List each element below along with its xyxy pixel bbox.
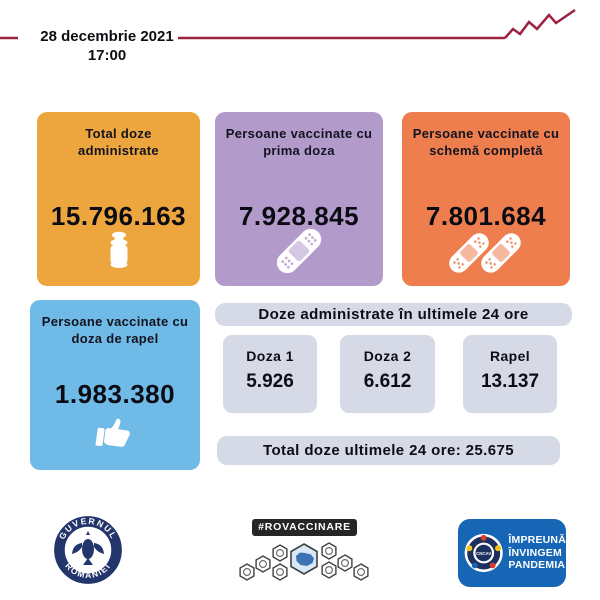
last24-total-value: 25.675 xyxy=(465,442,514,459)
card-value: 7.928.845 xyxy=(238,201,360,231)
government-seal-logo: GUVERNUL ROMÂNIEI xyxy=(52,512,124,593)
card-booster-dose: Persoane vaccinate cu doza de rapel 1.98… xyxy=(30,300,200,470)
card-first-dose: Persoane vaccinate cu prima doza 7.928.8… xyxy=(215,112,383,286)
last24-total-label: Total doze ultimele 24 ore: xyxy=(263,442,462,459)
vaccine-vial-icon xyxy=(37,228,200,274)
cncav-acronym: CNCAV xyxy=(476,551,491,556)
report-time: 17:00 xyxy=(87,47,127,64)
bandage-icon xyxy=(215,228,383,274)
card-value: 1.983.380 xyxy=(54,379,176,409)
thumbs-up-icon xyxy=(30,412,200,458)
card-title: Persoane vaccinate cu schemă completă xyxy=(412,126,560,158)
report-date: 28 decembrie 2021 xyxy=(40,28,174,45)
cncav-logo: CNCAV ÎMPREUNĂ ÎNVINGEM PANDEMIA xyxy=(458,519,566,587)
last24-total: Total doze ultimele 24 ore: 25.675 xyxy=(217,436,560,465)
stat-label: Doza 2 xyxy=(363,348,412,364)
rovaccinare-logo: #ROVACCINARE xyxy=(237,517,372,593)
stat-label: Doza 1 xyxy=(246,348,294,364)
trend-line-icon xyxy=(0,8,576,40)
stat-value: 6.612 xyxy=(363,371,412,392)
card-value: 7.801.684 xyxy=(425,201,547,231)
coat-of-arms-eagle-icon xyxy=(72,531,104,565)
rovaccinare-hexagons-icon xyxy=(239,542,369,581)
card-title: Persoane vaccinate cu prima doza xyxy=(225,126,373,158)
stat-doza2: Doza 2 6.612 xyxy=(340,335,435,413)
card-value: 15.796.163 xyxy=(50,201,187,231)
card-title: Persoane vaccinate cu doza de rapel xyxy=(41,314,189,346)
stat-rapel: Rapel 13.137 xyxy=(463,335,557,413)
report-datetime: 28 decembrie 2021 17:00 xyxy=(26,27,188,65)
stat-label: Rapel xyxy=(489,348,531,364)
cncav-emblem-icon: CNCAV xyxy=(464,533,503,573)
stat-doza1: Doza 1 5.926 xyxy=(223,335,317,413)
card-total-doses: Total doze administrate 15.796.163 xyxy=(37,112,200,286)
cncav-slogan: ÎMPREUNĂ ÎNVINGEM PANDEMIA xyxy=(508,534,566,572)
stat-value: 13.137 xyxy=(480,371,540,392)
romania-map-icon xyxy=(296,552,314,566)
last24-title: Doze administrate în ultimele 24 ore xyxy=(215,303,572,326)
card-full-scheme: Persoane vaccinate cu schemă completă 7.… xyxy=(402,112,570,286)
double-bandage-icon xyxy=(402,228,570,274)
card-title: Total doze administrate xyxy=(78,126,159,158)
stat-value: 5.926 xyxy=(246,371,294,392)
rovaccinare-hashtag: #ROVACCINARE xyxy=(252,519,357,536)
